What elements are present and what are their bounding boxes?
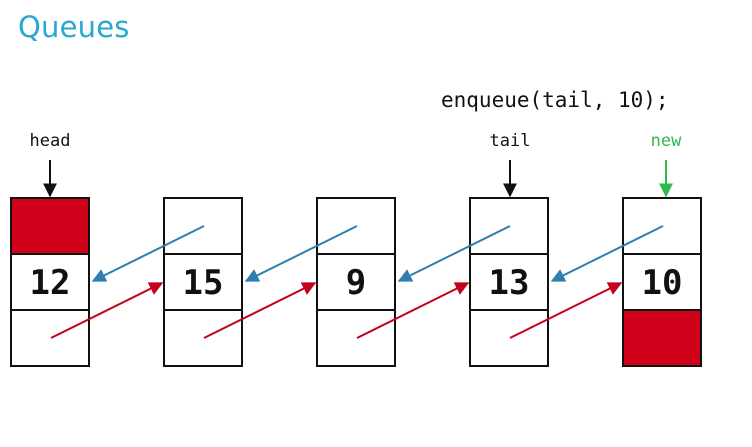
prev-link-arrow: [550, 225, 664, 282]
next-link-arrow: [50, 282, 164, 339]
node-value: 12: [30, 263, 71, 303]
nodes-layer: 12 15 9 13 10: [10, 197, 702, 367]
code-line: enqueue(tail, 10);: [441, 88, 669, 112]
queue-node: 15: [163, 197, 243, 367]
head-label: head: [30, 131, 71, 151]
tail-label: tail: [490, 131, 531, 151]
slide-title: Queues: [18, 10, 130, 44]
queue-node: 9: [316, 197, 396, 367]
next-null-cell: [622, 309, 702, 367]
queue-node: 12: [10, 197, 90, 367]
next-cell: [163, 309, 243, 367]
queue-node: 13: [469, 197, 549, 367]
next-cell: [469, 309, 549, 367]
links-layer: [50, 225, 664, 339]
new-label: new: [651, 131, 682, 151]
node-value: 10: [642, 263, 683, 303]
prev-link-arrow: [397, 225, 511, 282]
value-cell: [10, 253, 90, 311]
next-cell: [316, 309, 396, 367]
node-value: 15: [183, 263, 224, 303]
prev-link-arrow: [91, 225, 205, 282]
prev-link-arrow: [244, 225, 358, 282]
next-link-arrow: [356, 282, 470, 339]
value-cell: [622, 253, 702, 311]
value-cell: [469, 253, 549, 311]
next-link-arrow: [509, 282, 623, 339]
node-value: 9: [346, 263, 366, 303]
prev-null-cell: [10, 197, 90, 255]
next-link-arrow: [203, 282, 317, 339]
next-cell: [10, 309, 90, 367]
node-value: 13: [489, 263, 530, 303]
queue-node: 10: [622, 197, 702, 367]
